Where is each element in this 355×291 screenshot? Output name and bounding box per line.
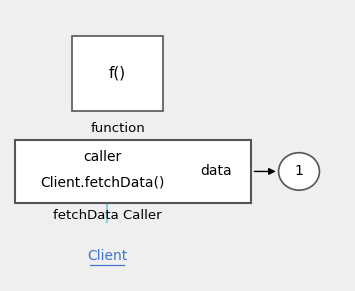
Bar [72, 36, 163, 111]
Bar [16, 140, 251, 203]
Text: f(): f() [109, 66, 126, 81]
Text: fetchData Caller: fetchData Caller [53, 209, 162, 222]
Text: Client.fetchData(): Client.fetchData() [40, 176, 165, 190]
Text: data: data [201, 164, 232, 178]
Text: Client: Client [87, 249, 127, 263]
Ellipse shape [279, 153, 320, 190]
Text: 1: 1 [295, 164, 304, 178]
Text: caller: caller [84, 150, 122, 164]
Text: function: function [90, 123, 145, 135]
